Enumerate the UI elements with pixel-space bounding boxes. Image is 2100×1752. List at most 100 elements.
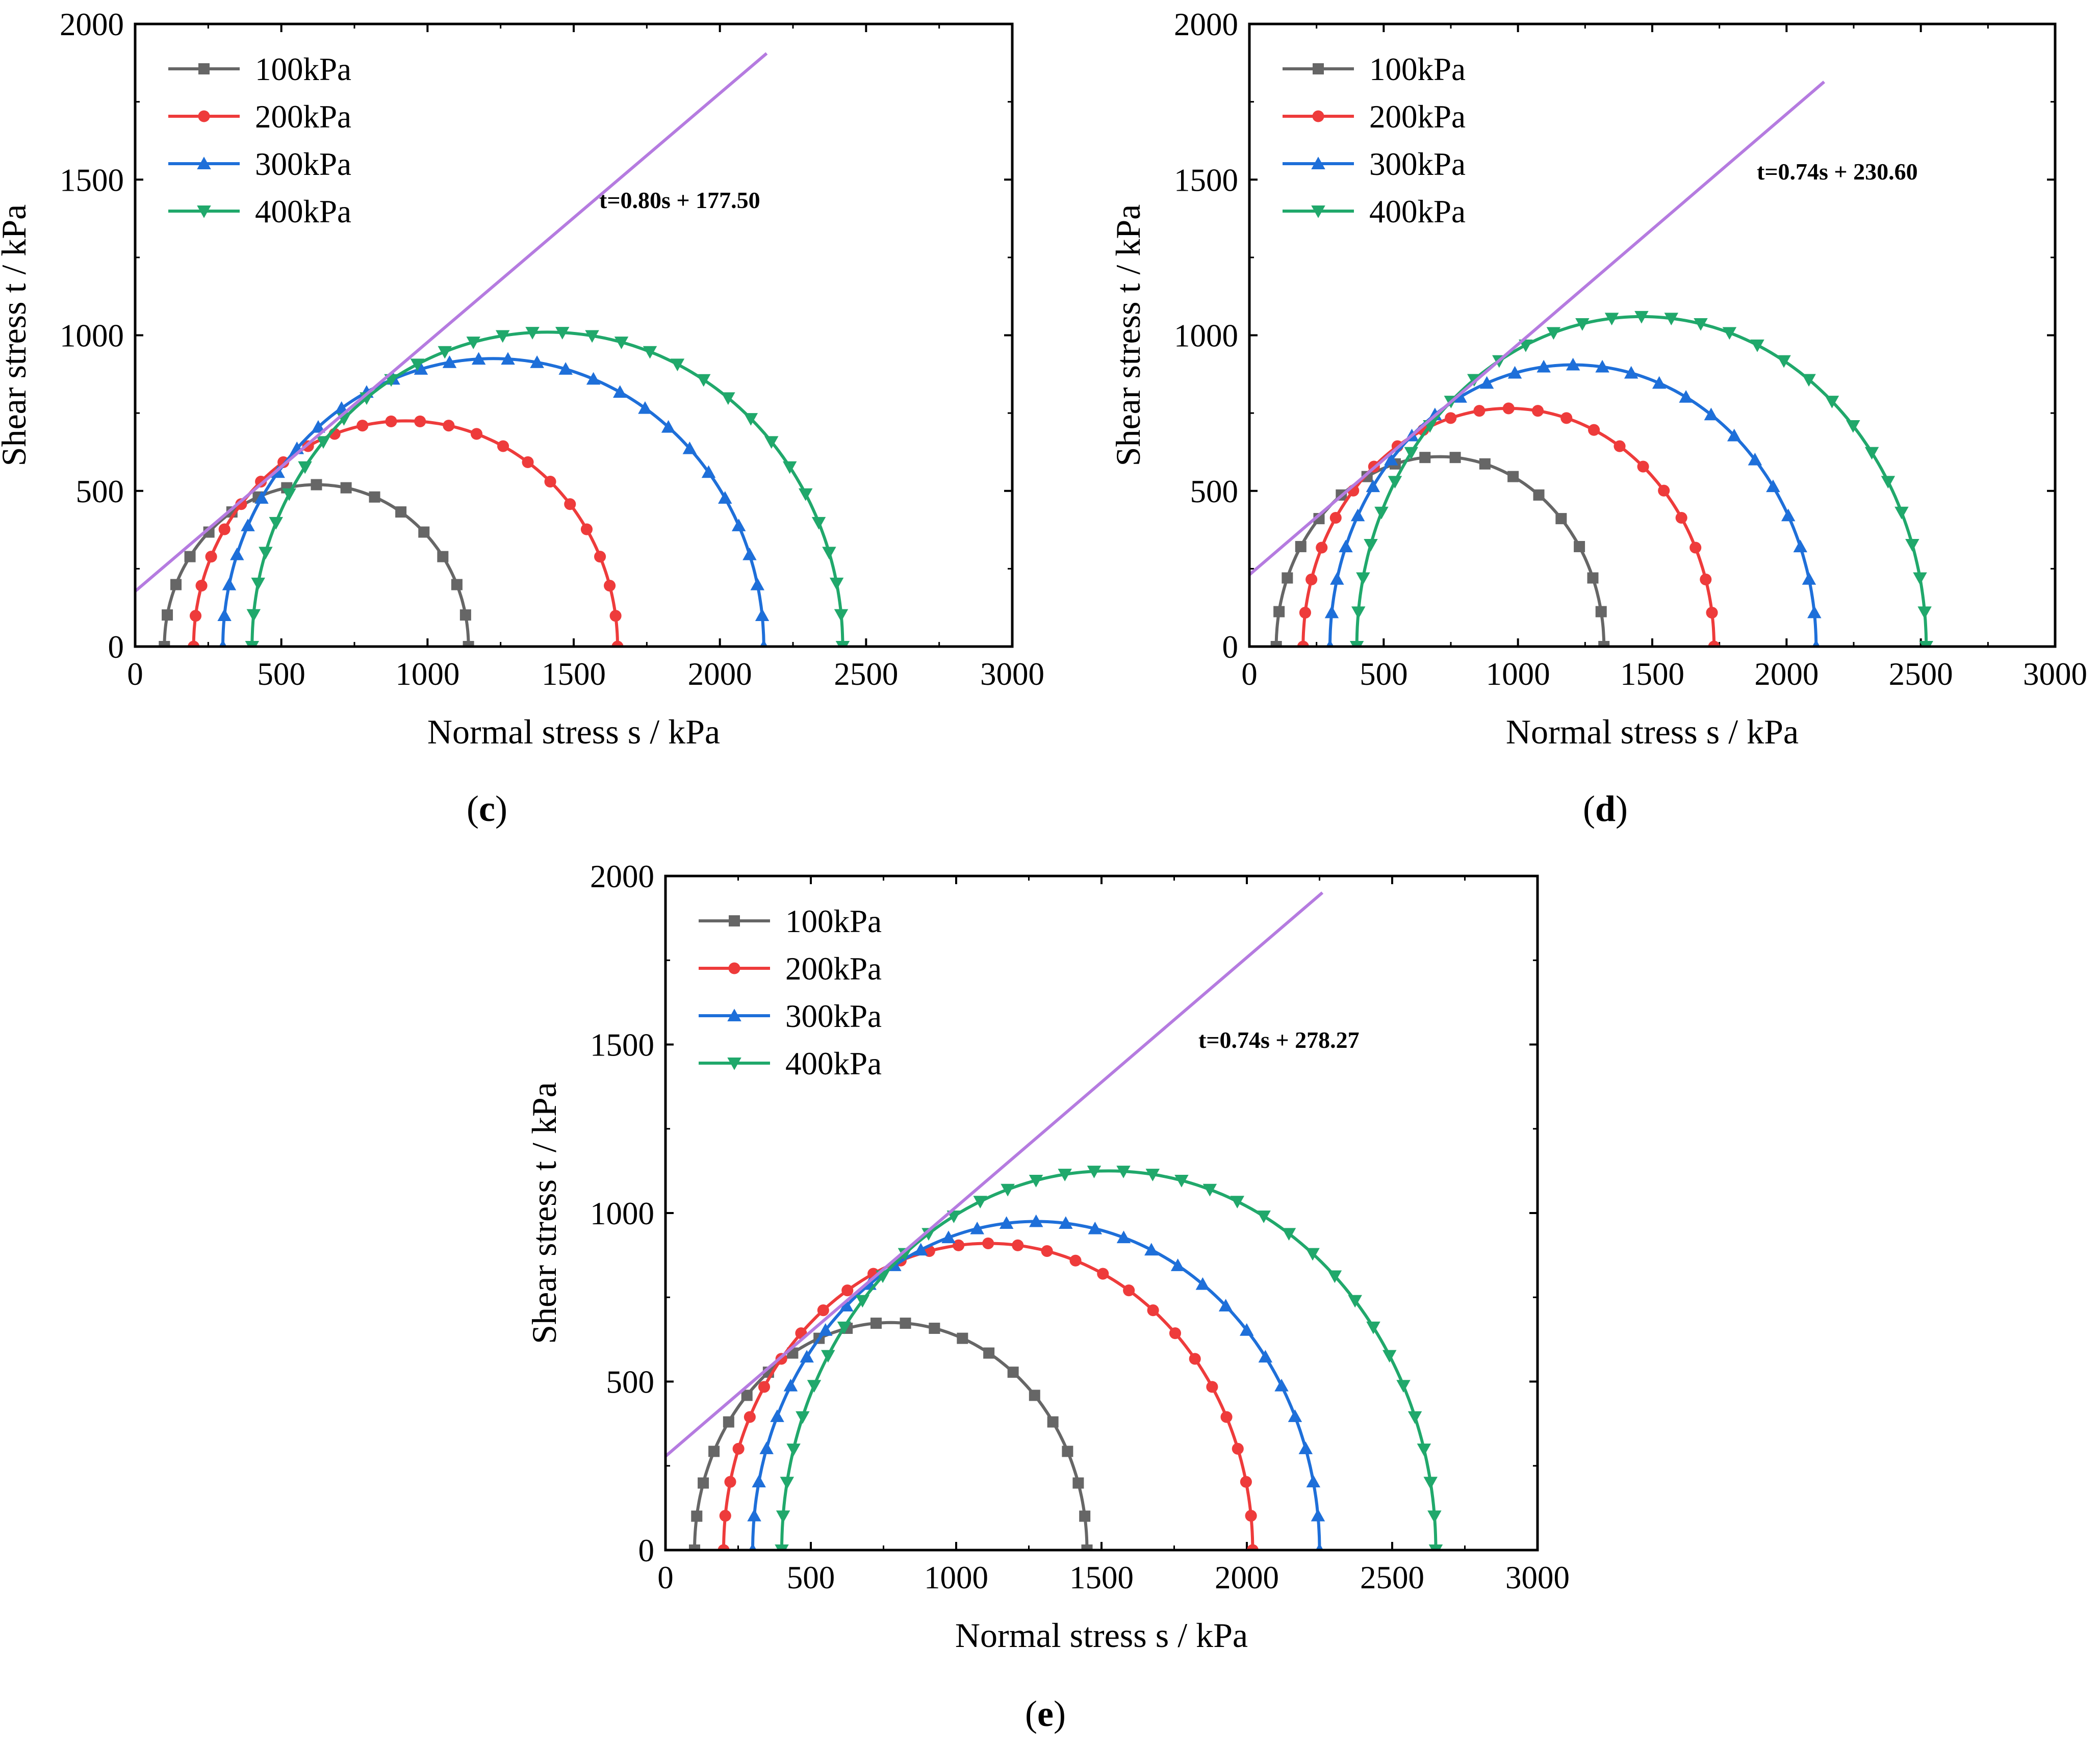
series-line-200kPa [1301, 406, 1716, 647]
data-point-400kPa [1282, 1228, 1296, 1241]
legend-label-400kPa: 400kPa [785, 1046, 882, 1081]
data-point-300kPa [1766, 479, 1780, 493]
data-point-400kPa [1846, 420, 1860, 433]
data-point-300kPa [1315, 1543, 1324, 1550]
data-point-400kPa [1356, 572, 1370, 585]
data-point-200kPa [594, 551, 606, 563]
data-point-100kPa [1507, 471, 1519, 482]
y-axis-title: Shear stress t / kPa [525, 1082, 564, 1344]
data-point-400kPa [1230, 1196, 1245, 1208]
data-point-100kPa [723, 1416, 734, 1428]
data-point-400kPa [837, 1321, 852, 1334]
data-point-400kPa [670, 358, 685, 372]
series-markers-300kPa [217, 352, 770, 647]
data-point-300kPa [1324, 605, 1339, 619]
data-point-200kPa [235, 498, 247, 510]
data-point-200kPa [218, 523, 231, 535]
y-axis-title: Shear stress t / kPa [1109, 204, 1147, 467]
series-markers-100kPa [159, 479, 474, 647]
x-tick-label: 1500 [1069, 1560, 1134, 1595]
data-point-400kPa [316, 436, 330, 449]
legend-marker-200kPa [198, 110, 210, 122]
data-point-400kPa [1913, 572, 1927, 585]
data-point-200kPa [385, 415, 397, 427]
data-point-200kPa [758, 1381, 771, 1393]
x-tick-label: 2000 [688, 656, 752, 692]
data-point-300kPa [230, 547, 244, 560]
data-point-100kPa [311, 479, 322, 491]
data-point-400kPa [1396, 1380, 1411, 1393]
series-markers-200kPa [188, 415, 624, 647]
data-point-400kPa [1351, 606, 1366, 620]
data-point-400kPa [466, 337, 481, 349]
data-point-200kPa [356, 420, 369, 432]
data-point-200kPa [1189, 1353, 1201, 1365]
data-point-200kPa [497, 440, 509, 452]
data-point-100kPa [340, 482, 352, 494]
data-point-400kPa [245, 641, 260, 647]
data-point-300kPa [1116, 1230, 1131, 1244]
data-point-400kPa [921, 1228, 936, 1241]
data-point-300kPa [839, 1299, 854, 1312]
data-point-400kPa [834, 609, 849, 622]
data-point-100kPa [929, 1323, 940, 1334]
series-line-400kPa [1355, 315, 1928, 647]
data-point-400kPa [1349, 641, 1364, 647]
data-point-100kPa [1273, 606, 1285, 617]
data-point-200kPa [1245, 1510, 1257, 1522]
envelope-equation: t=0.80s + 177.50 [599, 187, 760, 213]
x-tick-label: 500 [1360, 656, 1408, 692]
plot-frame [134, 22, 1014, 648]
data-point-300kPa [1059, 1216, 1073, 1229]
data-point-400kPa [775, 1544, 789, 1550]
data-point-400kPa [780, 1477, 795, 1489]
data-point-200kPa [604, 580, 616, 592]
x-tick-label: 1500 [542, 656, 606, 692]
data-point-300kPa [1330, 572, 1344, 585]
x-tick-label: 0 [1241, 656, 1258, 692]
data-point-400kPa [855, 1295, 870, 1308]
data-point-300kPa [1652, 376, 1667, 389]
data-point-200kPa [1560, 412, 1573, 424]
data-point-400kPa [1777, 355, 1791, 368]
data-point-200kPa [724, 1476, 736, 1488]
data-point-200kPa [195, 580, 208, 592]
chart-panel-c: 0 500 1000 1500 2000 2500 3000 0 500 1000 1500 2000… [0, 7, 1044, 829]
caption-open-paren: ( [467, 788, 479, 829]
data-point-400kPa [1327, 1270, 1342, 1283]
data-point-100kPa [1081, 1544, 1093, 1550]
data-point-400kPa [1634, 311, 1649, 324]
data-point-200kPa [1588, 424, 1600, 436]
data-point-400kPa [410, 358, 425, 372]
legend-label-100kPa: 100kPa [255, 51, 351, 87]
y-tick-label: 2000 [590, 859, 654, 894]
y-axis-title: Shear stress t / kPa [0, 204, 33, 467]
data-point-200kPa [1445, 412, 1457, 424]
data-point-300kPa [1793, 539, 1808, 553]
data-point-300kPa [1802, 572, 1816, 585]
data-point-100kPa [1479, 458, 1491, 470]
y-tick-label: 0 [1222, 629, 1239, 665]
x-axis-title: Normal stress s / kPa [955, 1616, 1248, 1655]
legend-marker-300kPa [1311, 157, 1325, 169]
legend-marker-400kPa [1311, 205, 1325, 218]
data-point-300kPa [999, 1216, 1014, 1229]
data-point-300kPa [742, 547, 757, 560]
data-point-400kPa [1546, 327, 1561, 340]
plot-frame [1248, 22, 2057, 648]
data-point-400kPa [246, 609, 261, 622]
x-tick-label: 1500 [1620, 656, 1684, 692]
data-point-400kPa [822, 547, 836, 560]
data-point-100kPa [170, 579, 182, 590]
x-tick-label: 2000 [1215, 1560, 1279, 1595]
data-point-400kPa [1917, 606, 1932, 620]
data-point-300kPa [747, 1508, 761, 1522]
data-point-200kPa [1502, 402, 1515, 415]
data-point-200kPa [1220, 1411, 1233, 1423]
data-point-300kPa [1339, 539, 1353, 553]
data-point-300kPa [414, 362, 428, 375]
data-point-400kPa [776, 1510, 790, 1524]
data-point-400kPa [807, 1380, 822, 1393]
y-tick-label: 1500 [60, 162, 124, 198]
data-point-100kPa [689, 1544, 700, 1550]
